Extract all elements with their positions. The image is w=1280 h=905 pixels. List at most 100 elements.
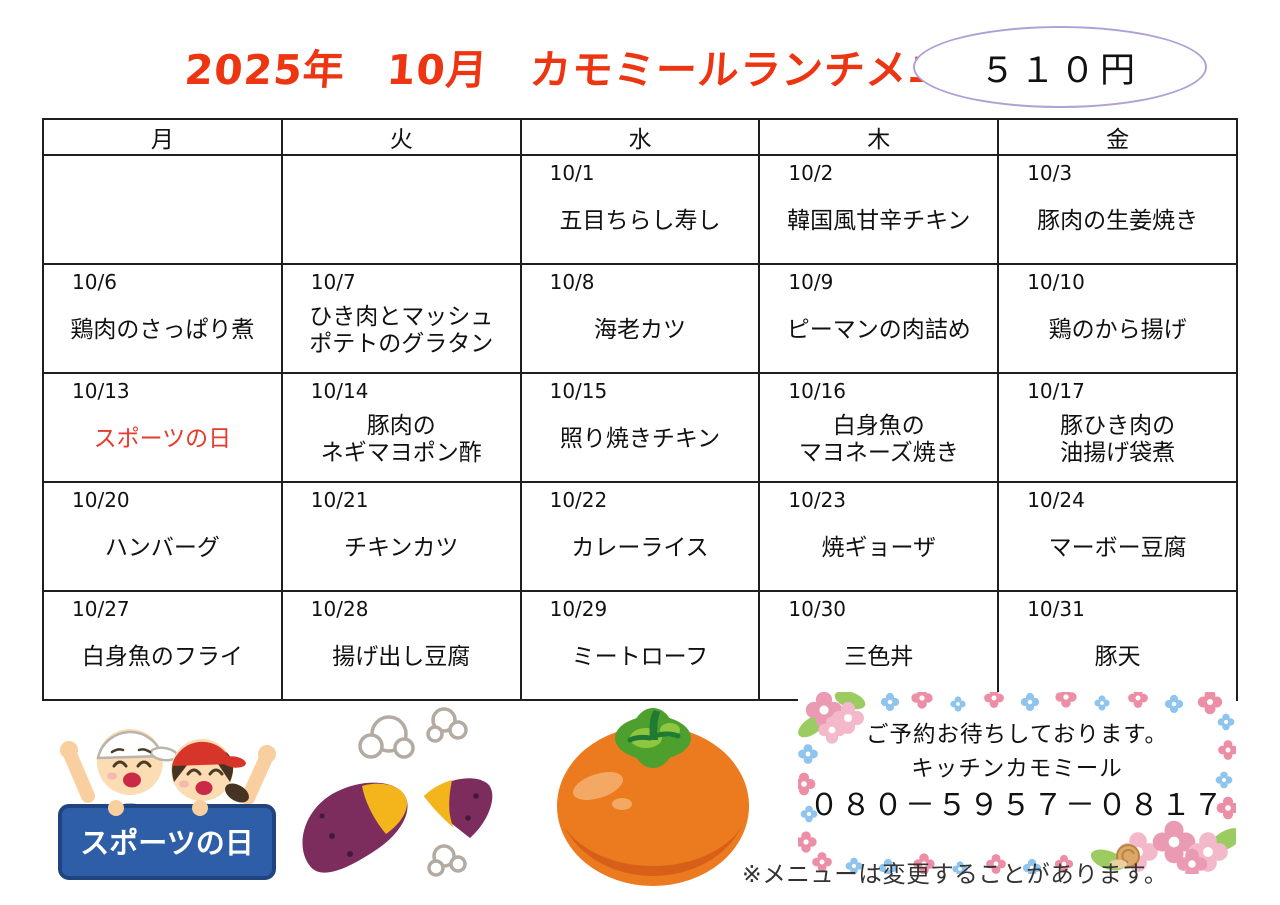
day-header-mon: 月 [42, 118, 283, 156]
cell-menu: ピーマンの肉詰め [786, 317, 971, 344]
day-header-fri: 金 [997, 118, 1238, 156]
cell-menu: 五目ちらし寿し [559, 208, 721, 235]
calendar-cell: 10/20 ハンバーグ [42, 481, 283, 592]
cell-holiday-label: スポーツの日 [93, 426, 232, 453]
persimmon-icon [557, 708, 749, 886]
cell-menu: カレーライス [571, 535, 709, 562]
cell-date: 10/29 [549, 597, 608, 621]
cell-date: 10/27 [72, 597, 130, 621]
calendar-week-5: 10/27 白身魚のフライ 10/28 揚げ出し豆腐 10/29 ミートローフ … [42, 590, 1238, 701]
calendar-cell: 10/31 豚天 [997, 590, 1238, 701]
day-header-thu: 木 [758, 118, 1000, 156]
calendar-week-2: 10/6 鶏肉のさっぱり煮 10/7 ひき肉とマッシュ ポテトのグラタン 10/… [42, 263, 1238, 374]
calendar-cell-holiday: 10/13 スポーツの日 [42, 372, 283, 483]
cell-menu: 豚肉の生姜焼き [1037, 208, 1199, 235]
reservation-message: ご予約お待ちしております。 [866, 722, 1168, 748]
cell-date: 10/13 [72, 379, 130, 403]
cell-date: 10/9 [788, 270, 834, 294]
day-header-wed: 水 [519, 118, 761, 156]
cell-menu: 揚げ出し豆腐 [332, 644, 471, 671]
calendar-cell: 10/28 揚げ出し豆腐 [280, 590, 522, 701]
phone-number: ０８０－５９５７－０８１７ [809, 788, 1225, 823]
cell-date: 10/20 [72, 488, 130, 512]
calendar-cell: 10/22 カレーライス [519, 481, 761, 592]
cell-date: 10/6 [72, 270, 117, 294]
page-title: 2025年 10月 カモミールランチメニュー [183, 46, 1036, 94]
cell-menu: 海老カツ [593, 317, 686, 344]
calendar-cell: 10/2 韓国風甘辛チキン [758, 154, 1000, 265]
calendar-cell: 10/15 照り焼きチキン [519, 372, 761, 483]
cell-date: 10/23 [788, 488, 847, 512]
cell-menu: ひき肉とマッシュ ポテトのグラタン [309, 303, 494, 357]
calendar-cell: 10/7 ひき肉とマッシュ ポテトのグラタン [280, 263, 522, 374]
cell-menu: 白身魚のフライ [81, 644, 243, 671]
cell-date: 10/3 [1027, 161, 1073, 185]
cell-menu: チキンカツ [344, 535, 459, 562]
price-text: ５１０円 [979, 50, 1140, 91]
calendar-cell: 10/16 白身魚の マヨネーズ焼き [758, 372, 1000, 483]
calendar-cell: 10/1 五目ちらし寿し [519, 154, 761, 265]
cell-menu: 韓国風甘辛チキン [787, 208, 971, 235]
cell-date: 10/14 [310, 379, 369, 403]
calendar-cell: 10/21 チキンカツ [280, 481, 522, 592]
sports-day-illustration: スポーツの日 [50, 696, 285, 895]
calendar-header-row: 月 火 水 木 金 [42, 118, 1238, 156]
cell-menu: 豚肉の ネギマヨポン酢 [320, 412, 482, 466]
sports-day-sign-text: スポーツの日 [80, 826, 253, 860]
menu-disclaimer: ※メニューは変更することがあります。 [742, 860, 1168, 888]
reservation-note-box: ご予約お待ちしております。 キッチンカモミール ０８０－５９５７－０８１７ [798, 692, 1236, 874]
calendar-cell: 10/8 海老カツ [519, 263, 761, 374]
cell-date: 10/7 [310, 270, 356, 294]
cell-menu: 三色丼 [844, 644, 914, 671]
sports-day-kids-icon: スポーツの日 [58, 729, 276, 880]
calendar-cell: 10/29 ミートローフ [519, 590, 761, 701]
cell-menu: 照り焼きチキン [559, 426, 721, 453]
cell-menu: ミートローフ [571, 644, 709, 671]
calendar-cell: 10/10 鶏のから揚げ [997, 263, 1238, 374]
cell-menu: 鶏のから揚げ [1048, 317, 1187, 344]
calendar-cell: 10/23 焼ギョーザ [758, 481, 1000, 592]
cell-date: 10/30 [788, 597, 847, 621]
cell-date: 10/16 [788, 379, 847, 403]
cell-date: 10/8 [549, 270, 595, 294]
calendar-cell: 10/3 豚肉の生姜焼き [997, 154, 1238, 265]
cell-menu: 豚ひき肉の 油揚げ袋煮 [1060, 412, 1176, 466]
cell-menu: 豚天 [1094, 644, 1141, 671]
cell-date: 10/17 [1027, 379, 1085, 403]
cell-date: 10/31 [1027, 597, 1085, 621]
cell-menu: 鶏肉のさっぱり煮 [70, 317, 255, 344]
calendar-cell: 10/6 鶏肉のさっぱり煮 [42, 263, 283, 374]
calendar-cell: 10/17 豚ひき肉の 油揚げ袋煮 [997, 372, 1238, 483]
calendar-cell: 10/30 三色丼 [758, 590, 1000, 701]
menu-calendar-table: 月 火 水 木 金 10/1 五目ちらし寿し 10/2 韓国風甘辛チキン [42, 118, 1238, 701]
cell-date: 10/2 [788, 161, 834, 185]
cell-menu: ハンバーグ [104, 535, 220, 562]
day-header-tue: 火 [280, 118, 522, 156]
cell-date: 10/21 [310, 488, 369, 512]
calendar-cell: 10/9 ピーマンの肉詰め [758, 263, 1000, 374]
calendar-cell-empty [42, 154, 283, 265]
calendar-week-4: 10/20 ハンバーグ 10/21 チキンカツ 10/22 カレーライス 10/… [42, 481, 1238, 592]
calendar-week-1: 10/1 五目ちらし寿し 10/2 韓国風甘辛チキン 10/3 豚肉の生姜焼き [42, 154, 1238, 265]
cell-date: 10/10 [1027, 270, 1085, 294]
calendar-cell: 10/14 豚肉の ネギマヨポン酢 [280, 372, 522, 483]
cell-menu: 焼ギョーザ [821, 535, 937, 562]
calendar-week-3: 10/13 スポーツの日 10/14 豚肉の ネギマヨポン酢 10/15 照り焼… [42, 372, 1238, 483]
cell-menu: 白身魚の マヨネーズ焼き [798, 412, 959, 466]
floral-frame-icon [798, 692, 1236, 874]
calendar-cell: 10/27 白身魚のフライ [42, 590, 283, 701]
calendar-cell-empty [280, 154, 522, 265]
sweet-potato-illustration [292, 696, 537, 900]
kitchen-name: キッチンカモミール [911, 755, 1123, 782]
cell-menu: マーボー豆腐 [1048, 535, 1187, 562]
cell-date: 10/15 [549, 379, 608, 403]
note-text-block: ご予約お待ちしております。 キッチンカモミール ０８０－５９５７－０８１７ [798, 692, 1236, 821]
cell-date: 10/28 [310, 597, 369, 621]
persimmon-illustration [550, 696, 760, 900]
cell-date: 10/1 [549, 161, 595, 185]
cell-date: 10/22 [549, 488, 608, 512]
cell-date: 10/24 [1027, 488, 1085, 512]
sweet-potato-icon [302, 707, 493, 877]
calendar-cell: 10/24 マーボー豆腐 [997, 481, 1238, 592]
